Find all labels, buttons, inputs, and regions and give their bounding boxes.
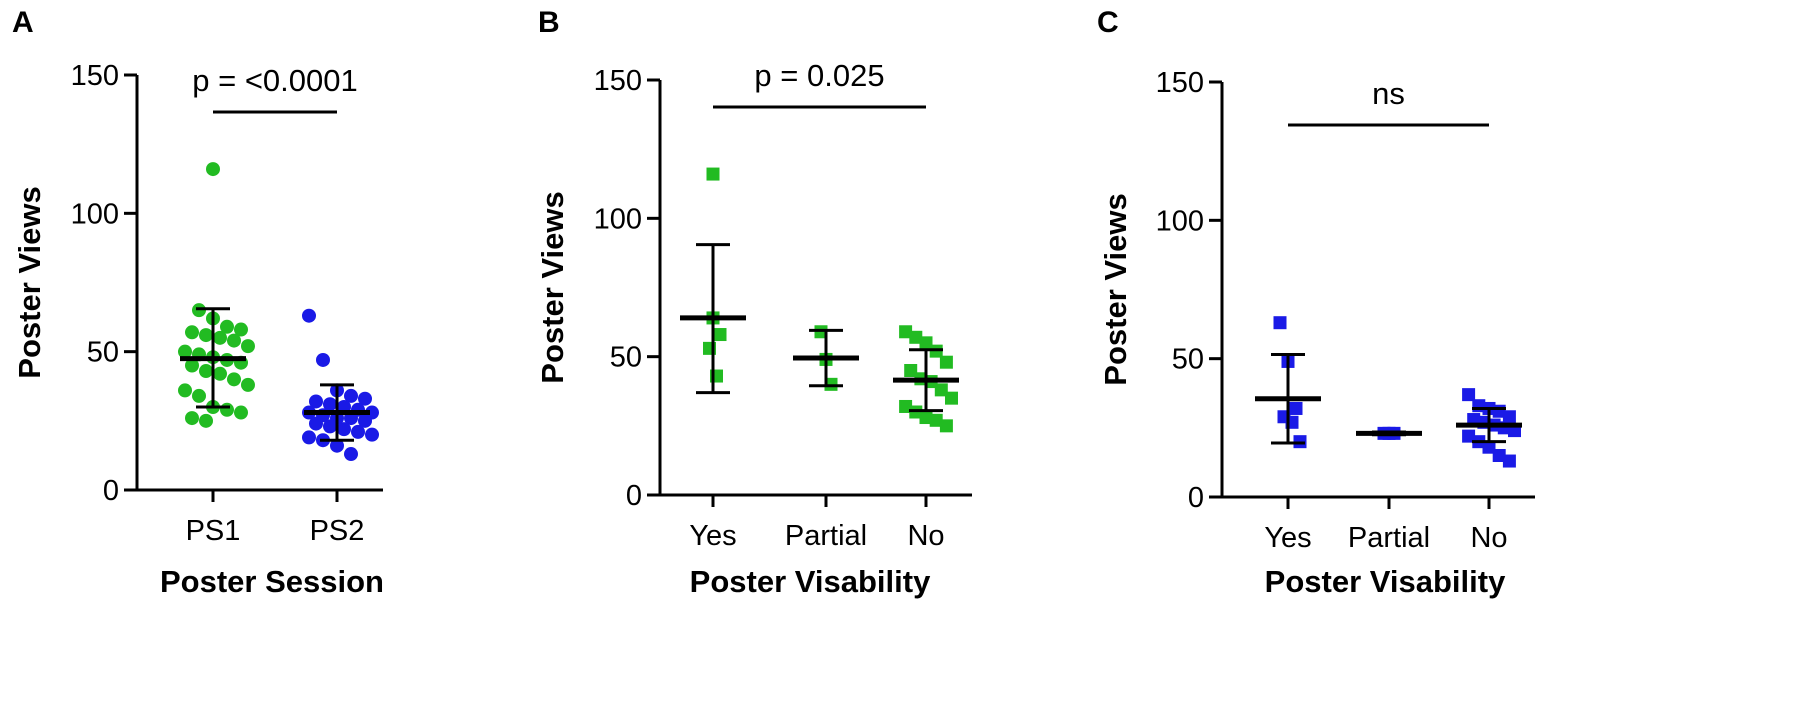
x-axis-title: Poster Session (160, 564, 384, 599)
x-tick-label: No (907, 520, 944, 552)
y-tick-label: 50 (87, 337, 119, 369)
data-point (1492, 449, 1506, 462)
data-point (309, 416, 323, 431)
data-point (323, 419, 337, 434)
data-point (904, 364, 918, 377)
panel-a: A 0 50 100 150 PS1 PS2 Poster Session Poster Vie… (12, 6, 384, 599)
x-tick-label: PS2 (310, 515, 365, 547)
y-axis-title: Poster Views (535, 191, 570, 383)
data-point (1462, 429, 1476, 443)
y-tick-label: 0 (626, 480, 642, 512)
data-point (1273, 316, 1287, 330)
data-point (1482, 440, 1496, 454)
data-point (713, 328, 727, 342)
x-tick-label: Partial (1348, 522, 1430, 554)
data-point (939, 355, 953, 369)
data-point (344, 447, 358, 462)
data-point (206, 162, 220, 177)
data-point (939, 419, 953, 433)
data-point (227, 333, 241, 348)
data-point (213, 366, 227, 381)
data-point (929, 413, 943, 427)
data-point (178, 383, 192, 398)
panel-b: B 0 50 100 150 Yes Partial No Poster Visability P… (535, 6, 972, 599)
y-tick-label: 50 (610, 342, 642, 374)
data-point (178, 344, 192, 359)
data-point (919, 411, 933, 425)
y-tick-label: 100 (71, 198, 119, 230)
data-point (1502, 410, 1516, 424)
y-tick-label: 150 (594, 65, 642, 97)
data-point (909, 330, 923, 344)
data-point (1502, 454, 1516, 468)
data-point (1289, 401, 1303, 415)
data-point (899, 399, 913, 413)
data-point (220, 402, 234, 417)
x-axis-title: Poster Visability (1265, 564, 1506, 599)
data-point (302, 430, 316, 445)
data-point (351, 424, 365, 439)
data-point (358, 413, 372, 428)
y-axis-title: Poster Views (1098, 193, 1133, 385)
data-point (185, 358, 199, 373)
data-point (199, 328, 213, 343)
panel-letter: B (538, 6, 560, 39)
data-point (358, 391, 372, 406)
data-point (330, 438, 344, 453)
y-tick-label: 150 (71, 60, 119, 92)
data-point (706, 167, 720, 181)
data-point (213, 330, 227, 345)
y-tick-label: 50 (1172, 344, 1204, 376)
data-point (227, 372, 241, 387)
data-point (220, 319, 234, 334)
significance-label: p = <0.0001 (192, 63, 358, 98)
data-point (199, 413, 213, 428)
y-tick-label: 100 (594, 203, 642, 235)
significance-label: ns (1372, 76, 1405, 111)
y-tick-label: 0 (1188, 482, 1204, 514)
data-point (344, 388, 358, 403)
data-point (309, 394, 323, 409)
data-point (323, 397, 337, 412)
data-point (192, 388, 206, 403)
data-point (185, 325, 199, 340)
data-point (899, 325, 913, 339)
panel-letter: A (12, 6, 34, 39)
y-tick-label: 100 (1156, 205, 1204, 237)
y-tick-label: 0 (103, 475, 119, 507)
data-point (185, 411, 199, 426)
data-point (945, 391, 958, 405)
data-point (241, 339, 255, 354)
data-point (241, 377, 255, 392)
y-axis-title: Poster Views (12, 186, 47, 378)
data-point (365, 427, 379, 442)
panel-letter: C (1097, 6, 1119, 39)
data-point (1462, 388, 1476, 402)
x-tick-label: Yes (1264, 522, 1311, 554)
panel-c: C 0 50 100 150 Yes Partial No Poster Visability P… (1097, 6, 1535, 599)
significance-label: p = 0.025 (754, 58, 884, 93)
data-point (919, 336, 933, 350)
x-tick-label: Yes (689, 520, 736, 552)
y-tick-label: 150 (1156, 67, 1204, 99)
data-point (337, 422, 351, 437)
x-axis-title: Poster Visability (690, 564, 931, 599)
x-tick-label: Partial (785, 520, 867, 552)
data-point (234, 322, 248, 337)
data-point (302, 308, 316, 323)
x-tick-label: No (1470, 522, 1507, 554)
data-point (199, 364, 213, 379)
data-point (234, 405, 248, 420)
data-point (934, 383, 948, 397)
x-tick-label: PS1 (186, 515, 241, 547)
data-point (316, 352, 330, 367)
